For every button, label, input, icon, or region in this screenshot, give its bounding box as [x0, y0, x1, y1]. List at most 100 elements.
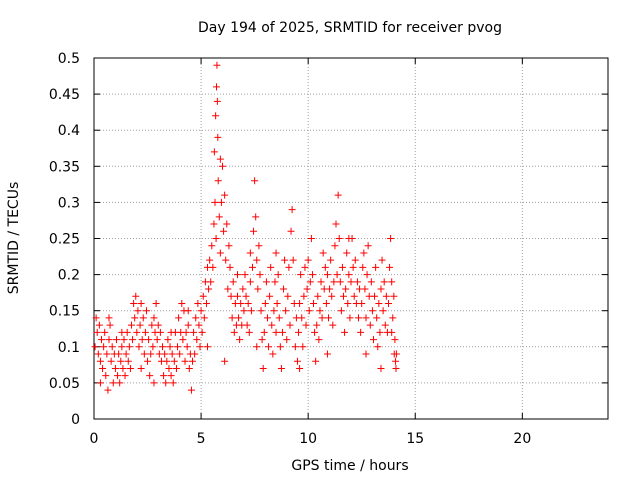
data-point — [138, 336, 146, 344]
data-point — [319, 249, 327, 257]
data-point — [137, 364, 145, 372]
data-point — [130, 299, 138, 307]
data-point — [212, 235, 220, 242]
data-point — [308, 271, 316, 279]
data-point — [115, 350, 123, 358]
data-point — [376, 328, 384, 336]
data-point — [360, 249, 368, 257]
data-point — [190, 328, 198, 336]
data-point — [318, 314, 326, 322]
data-point — [250, 227, 258, 235]
data-point — [371, 292, 379, 300]
data-point — [233, 292, 241, 300]
data-point — [351, 256, 359, 264]
data-point — [344, 299, 352, 307]
y-tick-label: 0 — [71, 412, 80, 428]
x-tick-label: 10 — [299, 431, 317, 447]
data-point — [270, 307, 278, 315]
data-point — [239, 285, 247, 293]
data-point — [374, 343, 382, 351]
data-point — [175, 314, 183, 322]
data-point — [392, 364, 400, 372]
data-point — [379, 307, 387, 315]
data-point — [333, 271, 341, 279]
data-point — [184, 321, 192, 329]
data-point — [161, 350, 169, 358]
data-point — [277, 364, 285, 372]
data-point — [372, 263, 380, 271]
data-point — [146, 372, 154, 380]
data-point — [178, 299, 186, 307]
data-point — [343, 249, 351, 257]
data-point — [369, 336, 377, 344]
data-point — [342, 285, 350, 293]
data-point — [317, 278, 325, 286]
data-point — [142, 307, 150, 315]
data-point — [159, 343, 167, 351]
data-point — [213, 83, 221, 91]
data-point — [122, 350, 130, 358]
data-point — [213, 61, 221, 69]
y-tick-label: 0.05 — [49, 376, 80, 392]
data-point — [223, 220, 231, 228]
data-point — [269, 350, 277, 358]
data-point — [93, 328, 101, 336]
data-point — [327, 256, 335, 264]
data-point — [182, 328, 190, 336]
data-point — [107, 357, 115, 365]
data-point — [170, 357, 178, 365]
data-point — [187, 386, 195, 394]
y-tick-label: 0.2 — [58, 268, 80, 284]
data-point — [346, 314, 354, 322]
data-point — [244, 299, 252, 307]
data-point — [209, 263, 217, 271]
data-point — [387, 235, 395, 242]
data-point — [298, 314, 306, 322]
data-point — [267, 263, 275, 271]
data-point — [242, 292, 250, 300]
data-point — [288, 206, 296, 214]
data-point — [104, 386, 112, 394]
data-point — [229, 278, 237, 286]
data-point — [373, 314, 381, 322]
data-point — [181, 357, 189, 365]
data-point — [284, 292, 292, 300]
data-point — [310, 299, 318, 307]
data-point — [133, 328, 141, 336]
data-point — [329, 321, 337, 329]
y-tick-label: 0.35 — [49, 159, 80, 175]
data-point — [224, 285, 232, 293]
data-point — [154, 321, 162, 329]
data-point — [282, 307, 290, 315]
data-point — [349, 263, 357, 271]
data-point — [117, 357, 125, 365]
data-point — [176, 350, 184, 358]
data-point — [184, 307, 192, 315]
data-point — [316, 307, 324, 315]
data-point — [225, 242, 233, 250]
data-point — [160, 372, 168, 380]
data-point — [221, 357, 229, 365]
data-point — [100, 343, 108, 351]
data-point — [275, 314, 283, 322]
data-point — [307, 235, 315, 242]
data-point — [236, 336, 244, 344]
data-point — [240, 307, 248, 315]
data-point — [296, 299, 304, 307]
data-point — [337, 307, 345, 315]
data-point — [328, 292, 336, 300]
data-point — [262, 278, 270, 286]
data-point — [322, 299, 330, 307]
data-point — [345, 271, 353, 279]
data-point — [301, 263, 309, 271]
data-point — [304, 256, 312, 264]
data-point — [377, 285, 385, 293]
data-point — [189, 357, 197, 365]
data-point — [362, 350, 370, 358]
data-point — [388, 328, 396, 336]
data-points — [91, 61, 400, 394]
data-point — [196, 343, 204, 351]
data-point — [150, 379, 158, 387]
data-point — [220, 227, 228, 235]
grid-lines — [94, 58, 608, 419]
